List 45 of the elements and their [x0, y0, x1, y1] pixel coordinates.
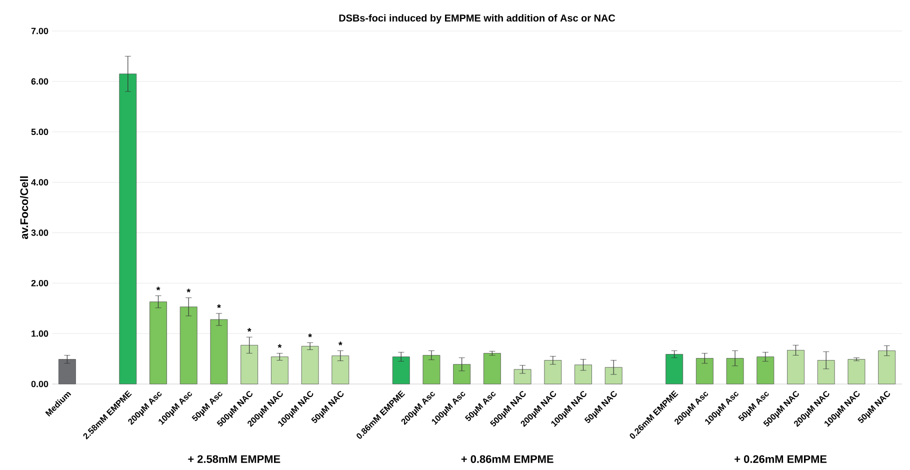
- chart-title: DSBs-foci induced by EMPME with addition of Asc or NAC: [339, 14, 616, 24]
- bar: [392, 356, 410, 384]
- bar: [848, 359, 866, 384]
- y-tick-label: 3.00: [31, 230, 48, 236]
- bar: [514, 369, 532, 384]
- data-label: *: [186, 288, 191, 292]
- y-tick-label: 2.00: [31, 280, 48, 286]
- bar: [422, 355, 440, 384]
- bar: [726, 358, 744, 384]
- data-label: *: [217, 304, 221, 308]
- y-tick-label: 4.00: [31, 179, 48, 186]
- bar: [696, 358, 714, 384]
- bar: [301, 346, 319, 384]
- text: + 2.58mM EMPME: [188, 455, 280, 463]
- bar: [483, 353, 501, 384]
- y-tick-label: 6.00: [31, 78, 48, 85]
- y-axis-title: av.Foco/Cell: [20, 176, 28, 240]
- bar: [240, 344, 258, 384]
- data-label: *: [247, 328, 252, 332]
- bar: [270, 356, 288, 384]
- data-label: *: [278, 344, 282, 348]
- bar: [604, 367, 622, 384]
- bar: [453, 364, 471, 384]
- bar: [150, 302, 167, 384]
- bar: [544, 360, 562, 384]
- bar: [180, 306, 198, 384]
- text: + 0.26mM EMPME: [734, 455, 827, 463]
- bar: [878, 350, 896, 384]
- bar: [787, 350, 804, 384]
- bar: [817, 360, 835, 384]
- y-tick-label: 5.00: [31, 128, 48, 136]
- bar: [119, 74, 137, 384]
- y-tick-label: 1.00: [32, 330, 48, 337]
- bar: [756, 356, 774, 384]
- data-label: *: [156, 286, 160, 290]
- bar: [666, 354, 684, 384]
- text: + 0.86mM EMPME: [461, 455, 554, 463]
- data-label: *: [338, 342, 342, 346]
- bar: [574, 364, 592, 384]
- data-label: *: [308, 334, 312, 338]
- bar: [58, 359, 76, 384]
- bar: [210, 319, 228, 384]
- y-tick-label: 7.00: [31, 28, 48, 34]
- y-tick-label: 0.00: [31, 380, 48, 388]
- bar: [332, 356, 350, 384]
